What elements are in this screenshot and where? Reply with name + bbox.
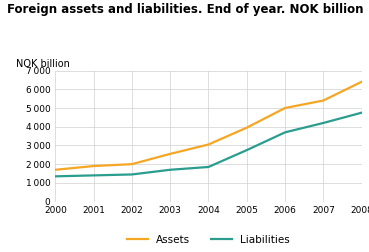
Assets	[321, 99, 325, 102]
Liabilities	[359, 111, 364, 114]
Assets	[168, 152, 172, 155]
Text: Foreign assets and liabilities. End of year. NOK billion: Foreign assets and liabilities. End of y…	[7, 3, 364, 16]
Line: Assets: Assets	[55, 82, 362, 170]
Assets	[206, 143, 211, 146]
Assets	[92, 165, 96, 168]
Liabilities	[321, 121, 325, 124]
Liabilities	[206, 166, 211, 169]
Assets	[245, 126, 249, 129]
Assets	[53, 168, 58, 171]
Liabilities	[245, 149, 249, 152]
Liabilities	[168, 168, 172, 171]
Legend: Assets, Liabilities: Assets, Liabilities	[123, 230, 294, 249]
Assets	[359, 80, 364, 83]
Assets	[283, 107, 287, 110]
Liabilities	[53, 175, 58, 178]
Assets	[130, 163, 134, 166]
Liabilities	[92, 174, 96, 177]
Line: Liabilities: Liabilities	[55, 113, 362, 176]
Liabilities	[283, 131, 287, 134]
Text: NOK billion: NOK billion	[15, 59, 69, 69]
Liabilities	[130, 173, 134, 176]
